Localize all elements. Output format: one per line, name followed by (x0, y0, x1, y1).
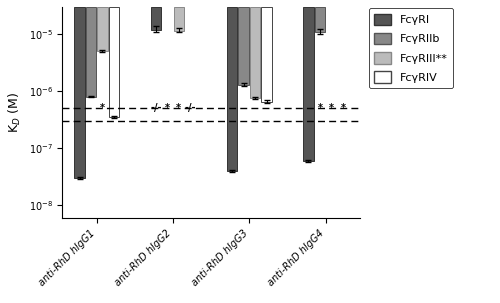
Text: *: * (100, 103, 105, 113)
Bar (303, 7, 314, 161)
Text: *: * (165, 103, 170, 113)
Bar (227, 7, 237, 171)
Bar (86, 7, 97, 97)
Text: -/-: -/- (150, 103, 162, 113)
Bar (314, 7, 325, 32)
Text: *: * (329, 103, 334, 113)
Bar (74, 7, 85, 178)
Bar (150, 7, 161, 30)
Text: *: * (318, 103, 322, 113)
Text: -/-: -/- (184, 103, 196, 113)
Legend: FcγRI, FcγRIIb, FcγRIII**, FcγRIV: FcγRI, FcγRIIb, FcγRIII**, FcγRIV (368, 8, 453, 88)
Bar (108, 7, 119, 117)
Bar (250, 7, 260, 98)
Bar (238, 7, 249, 85)
Text: *: * (176, 103, 182, 113)
Bar (262, 7, 272, 102)
Bar (174, 7, 184, 31)
Bar (97, 7, 108, 52)
Y-axis label: K$_D$ (M): K$_D$ (M) (7, 92, 23, 133)
Text: *: * (340, 103, 345, 113)
